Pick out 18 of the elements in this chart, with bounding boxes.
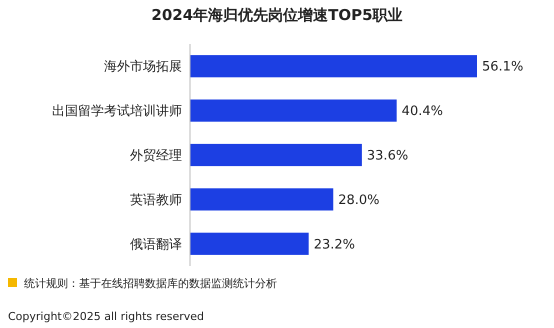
y-tick-label: 外贸经理 <box>130 148 182 164</box>
data-label: 56.1% <box>482 60 524 75</box>
bar <box>190 188 334 210</box>
data-label: 40.4% <box>402 104 443 120</box>
data-label: 33.6% <box>366 148 408 164</box>
chart-title: 2024年海归优先岗位增速TOP5职业 <box>151 6 403 24</box>
y-tick-label: 英语教师 <box>130 192 182 208</box>
y-tick-label: 出国留学考试培训讲师 <box>52 104 182 120</box>
data-label: 23.2% <box>314 237 355 252</box>
text: Copyright©2025 all rights reserved <box>8 310 204 323</box>
bar <box>190 144 362 166</box>
bar <box>190 100 397 122</box>
bar <box>190 55 477 78</box>
y-tick-label: 海外市场拓展 <box>104 60 182 75</box>
y-tick-label: 俄语翻译 <box>130 237 182 252</box>
data-label: 28.0% <box>338 192 380 208</box>
bar <box>190 232 309 255</box>
text: 统计规则：基于在线招聘数据库的数据监测统计分析 <box>24 277 277 290</box>
